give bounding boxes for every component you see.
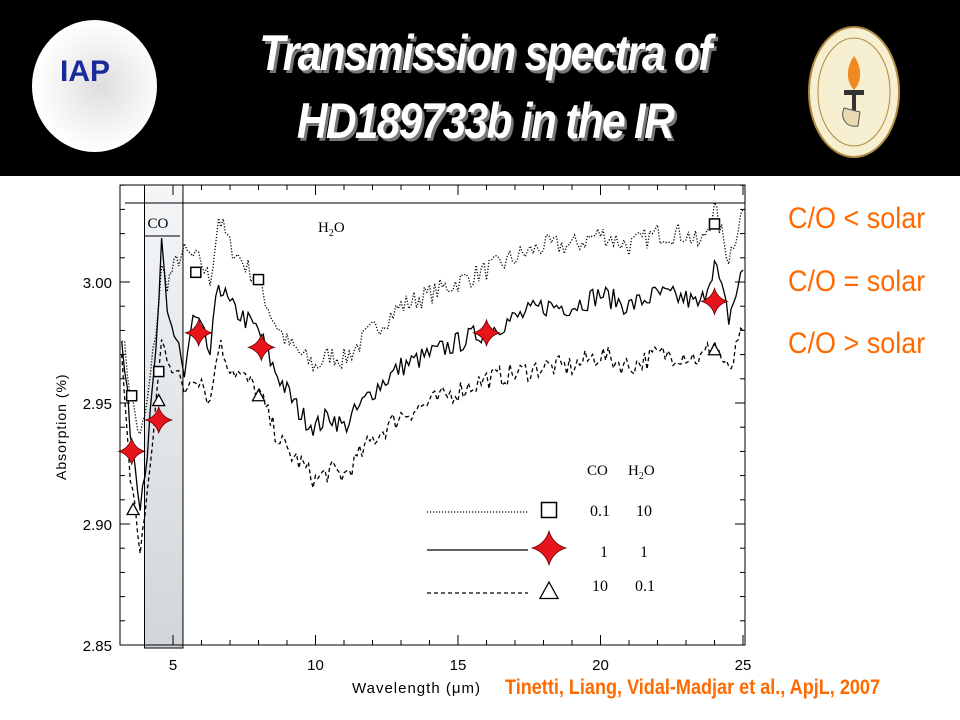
square-marker: [190, 266, 202, 279]
legend-row-h2o-value: 10: [636, 503, 652, 520]
legend-row-h2o-value: 0.1: [635, 578, 655, 595]
slide-header: IAP Transmission spectra of HD189733b in…: [0, 0, 960, 176]
star-marker: [700, 286, 729, 316]
triangle-marker: [126, 502, 141, 516]
torch-icon: [817, 37, 891, 147]
square-marker: [125, 389, 138, 402]
spectrum-line-dashed: [121, 326, 744, 554]
star-marker: [117, 437, 147, 466]
spectrum-line-dotted: [121, 200, 744, 436]
legend-header-co: CO: [587, 463, 608, 479]
label-co-equal-solar: C/O = solar: [788, 265, 926, 298]
x-tick-label: 25: [735, 657, 752, 674]
square-marker: [252, 273, 265, 286]
legend-row-h2o-value: 1: [640, 544, 648, 561]
x-tick-label: 15: [450, 657, 467, 674]
x-axis-label: Wavelength (μm): [352, 680, 481, 697]
y-axis-label: Absorption (%): [53, 373, 69, 480]
legend-row-co-value: 1: [600, 544, 608, 561]
legend-star-icon: [530, 529, 568, 567]
h2o-band-label: H2O: [318, 220, 345, 239]
chart-legend: CO H2O 0.1 10 1 1 10 0.1: [587, 463, 655, 595]
label-co-above-solar: C/O > solar: [788, 327, 926, 360]
co-band-label: CO: [148, 216, 169, 232]
y-tick-label: 2.90: [83, 517, 112, 534]
x-tick-label: 20: [592, 657, 609, 674]
y-tick-label: 3.00: [83, 275, 112, 292]
star-marker: [472, 318, 501, 348]
legend-row-co-value: 10: [592, 578, 608, 595]
y-tick-label: 2.95: [83, 396, 112, 413]
square-marker: [153, 365, 165, 378]
caltech-seal-logo: [808, 26, 900, 158]
x-tick-label: 10: [307, 657, 324, 674]
triangle-marker: [707, 342, 722, 356]
star-marker: [246, 332, 276, 362]
star-marker: [184, 318, 214, 348]
plot-frame: [119, 184, 746, 646]
iap-logo: IAP: [32, 20, 157, 152]
legend-square-icon: [540, 501, 558, 519]
x-tick-label: 5: [169, 657, 177, 674]
legend-row-co-value: 0.1: [590, 503, 610, 520]
spectrum-line-solid: [121, 237, 744, 511]
y-tick-label: 2.85: [83, 638, 112, 655]
slide-title-line-2: HD189733b in the IR: [296, 93, 675, 149]
legend-header-h2o: H2O: [628, 463, 655, 482]
legend-triangle-icon: [538, 580, 560, 600]
triangle-marker: [151, 393, 166, 407]
label-co-below-solar: C/O < solar: [788, 202, 926, 235]
citation: Tinetti, Liang, Vidal-Madjar et al., Apj…: [505, 676, 881, 699]
triangle-marker: [251, 388, 266, 402]
square-marker: [708, 218, 721, 230]
star-marker: [144, 405, 174, 435]
slide-title-line-1: Transmission spectra of: [259, 25, 712, 81]
